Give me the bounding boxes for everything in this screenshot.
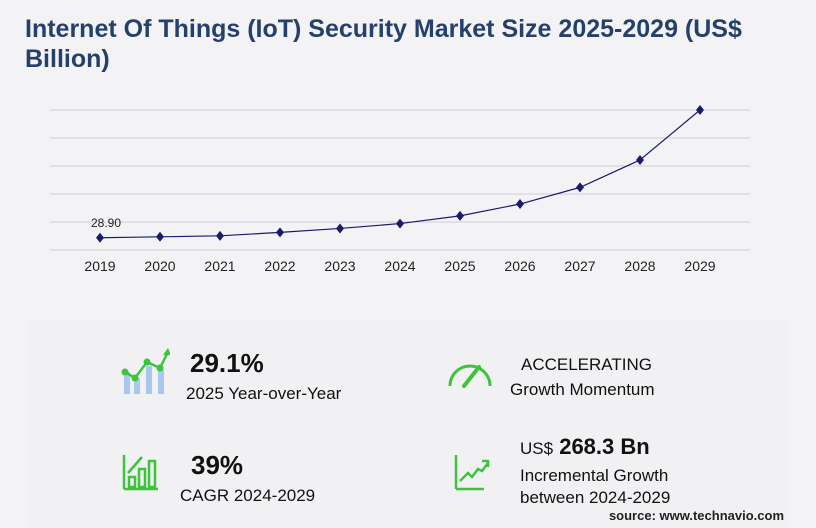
x-tick-label: 2029 [684, 258, 715, 274]
data-point [636, 154, 644, 165]
incremental-label-1: Incremental Growth [520, 466, 669, 485]
line-chart: 2019 28.90 2020 2021 2022 2023 2024 2025 2026 202… [50, 105, 750, 274]
x-tick-label: 2022 [264, 258, 295, 274]
x-tick-label: 2020 [144, 258, 175, 274]
x-tick-label: 2028 [624, 258, 655, 274]
yoy-label: 2025 Year-over-Year [186, 384, 342, 403]
momentum-value: ACCELERATING [521, 355, 652, 374]
data-point [216, 230, 224, 241]
currency-prefix: US$ [520, 439, 554, 458]
x-tick-label: 2021 [204, 258, 235, 274]
cagr-label: CAGR 2024-2029 [180, 486, 316, 505]
x-tick-label: 2027 [564, 258, 595, 274]
data-label: 28.90 [91, 216, 121, 230]
growth-chart-icon [121, 348, 170, 394]
source-credit: source: www.technavio.com [608, 508, 784, 523]
data-point [456, 210, 464, 221]
stats-panel [30, 320, 790, 528]
cagr-value: 39% [191, 450, 244, 480]
x-tick-label: 2025 [444, 258, 475, 274]
x-tick-label: 2023 [324, 258, 355, 274]
data-point [96, 232, 104, 243]
incremental-label-2: between 2024-2029 [520, 488, 671, 507]
x-tick-label: 2024 [384, 258, 415, 274]
momentum-label: Growth Momentum [510, 380, 655, 399]
data-point [576, 182, 584, 193]
incremental-amount: 268.3 Bn [559, 434, 650, 459]
data-point [276, 227, 284, 238]
trend-up-icon [454, 455, 490, 491]
speedometer-icon [448, 364, 492, 388]
data-point [156, 231, 164, 242]
chart-title: Internet Of Things (IoT) Security Market… [25, 15, 742, 73]
incremental-growth-value: US$ 268.3 Bn [520, 434, 650, 460]
x-tick-label: 2019 [84, 258, 115, 274]
data-point [336, 223, 344, 234]
data-point [696, 105, 704, 115]
bar-chart-icon [122, 455, 158, 491]
yoy-value: 29.1% [190, 348, 264, 378]
data-point [516, 199, 524, 210]
data-point [396, 218, 404, 229]
x-tick-label: 2026 [504, 258, 535, 274]
